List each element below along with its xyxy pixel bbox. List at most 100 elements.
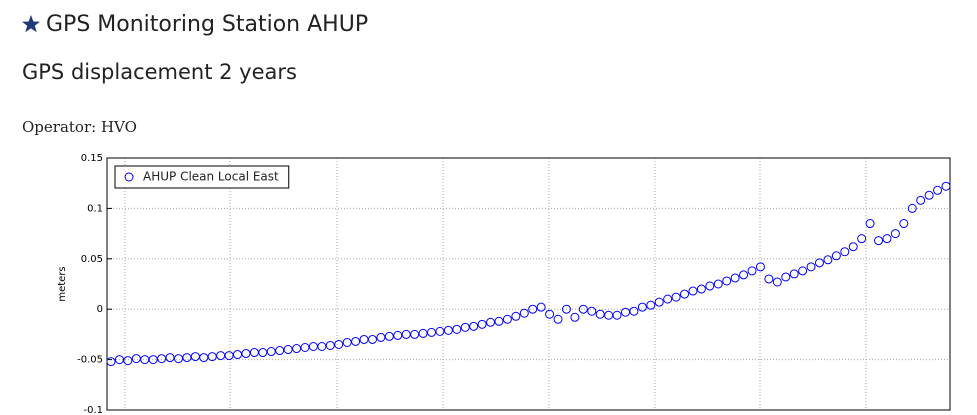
data-point — [511, 311, 521, 321]
data-point — [106, 357, 116, 367]
data-point — [857, 234, 867, 244]
data-point — [831, 251, 841, 261]
data-point — [140, 355, 150, 365]
legend-box — [114, 165, 290, 189]
data-point — [199, 353, 209, 363]
data-point — [494, 316, 504, 326]
data-point — [216, 351, 226, 361]
data-point — [528, 304, 538, 314]
data-point — [173, 354, 183, 364]
y-tick-label: 0.15 — [81, 153, 103, 164]
data-point — [224, 351, 234, 361]
data-point — [848, 242, 858, 252]
data-point — [882, 234, 892, 244]
data-point — [739, 270, 749, 280]
data-point — [410, 329, 420, 339]
data-point — [114, 355, 124, 365]
data-point — [730, 273, 740, 283]
data-point — [427, 327, 437, 337]
data-point — [663, 294, 673, 304]
data-point — [317, 341, 327, 351]
data-point — [300, 343, 310, 353]
data-point — [781, 272, 791, 282]
data-point — [713, 279, 723, 289]
data-point — [747, 266, 757, 276]
data-point — [814, 258, 824, 268]
data-point — [393, 330, 403, 340]
data-point — [384, 331, 394, 341]
data-point — [755, 262, 765, 272]
data-point — [916, 195, 926, 205]
data-point — [612, 310, 622, 320]
data-point — [249, 348, 259, 358]
data-point — [654, 297, 664, 307]
data-point — [536, 302, 546, 312]
data-point — [418, 328, 428, 338]
data-point — [941, 181, 951, 191]
data-point — [924, 190, 934, 200]
y-axis-label: meters — [57, 266, 68, 301]
data-point — [696, 284, 706, 294]
page-title: GPS Monitoring Station AHUP — [46, 12, 368, 37]
data-point — [308, 341, 318, 351]
data-point — [874, 236, 884, 246]
data-point — [561, 304, 571, 314]
data-point — [435, 326, 445, 336]
data-point — [823, 255, 833, 265]
data-point — [359, 334, 369, 344]
data-point — [401, 329, 411, 339]
data-point — [367, 334, 377, 344]
data-point — [325, 340, 335, 350]
data-point — [545, 309, 555, 319]
data-point — [553, 314, 563, 324]
data-point — [275, 346, 285, 356]
data-point — [342, 337, 352, 347]
data-point — [789, 269, 799, 279]
data-point — [233, 350, 243, 360]
data-point — [806, 262, 816, 272]
y-tick-label: -0.05 — [77, 355, 103, 366]
data-point — [671, 292, 681, 302]
page-subtitle: GPS displacement 2 years — [22, 60, 297, 84]
data-point — [620, 307, 630, 317]
star-icon — [22, 15, 40, 33]
data-point — [907, 203, 917, 213]
data-point — [890, 229, 900, 239]
y-tick-label: -0.1 — [83, 405, 103, 415]
data-point — [207, 352, 217, 362]
data-point — [477, 319, 487, 329]
data-point — [764, 274, 774, 284]
data-point — [443, 325, 453, 335]
data-point — [637, 302, 647, 312]
data-point — [570, 312, 580, 322]
data-point — [646, 300, 656, 310]
plot-frame — [106, 157, 951, 411]
data-point — [604, 310, 614, 320]
data-point — [840, 247, 850, 257]
data-point — [376, 332, 386, 342]
data-point — [452, 324, 462, 334]
data-point — [629, 306, 639, 316]
data-point — [460, 322, 470, 332]
data-point — [722, 276, 732, 286]
y-tick-label: 0.1 — [87, 203, 103, 214]
data-point — [165, 353, 175, 363]
data-point — [519, 308, 529, 318]
data-point — [351, 336, 361, 346]
operator: Operator: HVO — [22, 118, 137, 136]
data-point — [283, 345, 293, 355]
data-point — [486, 317, 496, 327]
data-point — [798, 266, 808, 276]
data-point — [688, 286, 698, 296]
data-point — [131, 354, 141, 364]
data-point — [587, 306, 597, 316]
data-point — [469, 321, 479, 331]
data-point — [578, 304, 588, 314]
data-point — [502, 314, 512, 324]
y-tick-label: 0.05 — [81, 254, 103, 265]
data-point — [123, 356, 133, 366]
legend-marker — [124, 172, 134, 182]
data-point — [190, 352, 200, 362]
